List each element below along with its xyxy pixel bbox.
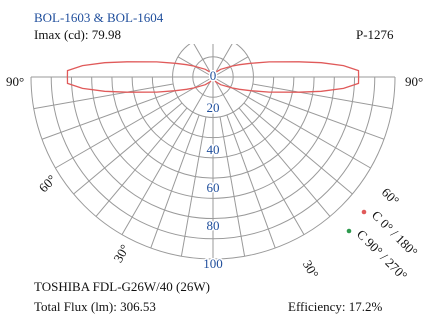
grid-spoke [252, 83, 393, 110]
angle-label: 30° [300, 257, 322, 280]
grid-spoke [150, 114, 200, 249]
radial-tick-label: 80 [207, 218, 220, 233]
grid-spoke [238, 107, 331, 217]
legend-dot [361, 209, 367, 215]
radial-tick-label: 0 [210, 68, 217, 83]
grid-ring-upper [172, 44, 254, 78]
imax-label: Imax (cd): 79.98 [34, 27, 122, 42]
chart-title: BOL-1603 & BOL-1604 [34, 10, 164, 25]
legend-dot [346, 228, 352, 234]
grid-spoke [33, 83, 174, 110]
grid-spoke [180, 116, 207, 257]
angle-label: 90° [405, 74, 423, 89]
grid-spoke [121, 76, 214, 235]
grid-spoke [212, 76, 371, 169]
intensity-curves [66, 61, 360, 93]
radial-tick-label: 20 [207, 100, 220, 115]
total-flux-label: Total Flux (lm): 306.53 [34, 299, 156, 314]
radial-tick-labels: 0 20 40 60 80 100 [202, 66, 225, 272]
angle-label: 60° [36, 172, 59, 195]
grid-spoke [226, 114, 276, 249]
angle-label: 90° [6, 74, 24, 89]
angle-label: 60° [379, 185, 402, 208]
radial-tick-label: 100 [203, 256, 223, 271]
lamp-label: TOSHIBA FDL-G26W/40 (26W) [34, 279, 210, 294]
grid-spoke [250, 90, 385, 140]
angle-label: 30° [110, 242, 132, 265]
grid-spoke [219, 116, 246, 257]
radial-tick-label: 40 [207, 142, 220, 157]
grid-spoke [243, 102, 353, 195]
grid-spoke [41, 90, 176, 140]
grid-spoke [55, 76, 214, 169]
curve-c-0-180- [66, 61, 360, 93]
grid-spoke [95, 107, 188, 217]
radial-tick-label: 60 [207, 180, 220, 195]
chart-code: P-1276 [356, 27, 394, 42]
grid-spoke [73, 102, 183, 195]
grid-spoke [212, 76, 305, 235]
legend: C 0° / 180°C 90° / 270° [346, 208, 421, 283]
efficiency-label: Efficiency: 17.2% [288, 299, 383, 314]
